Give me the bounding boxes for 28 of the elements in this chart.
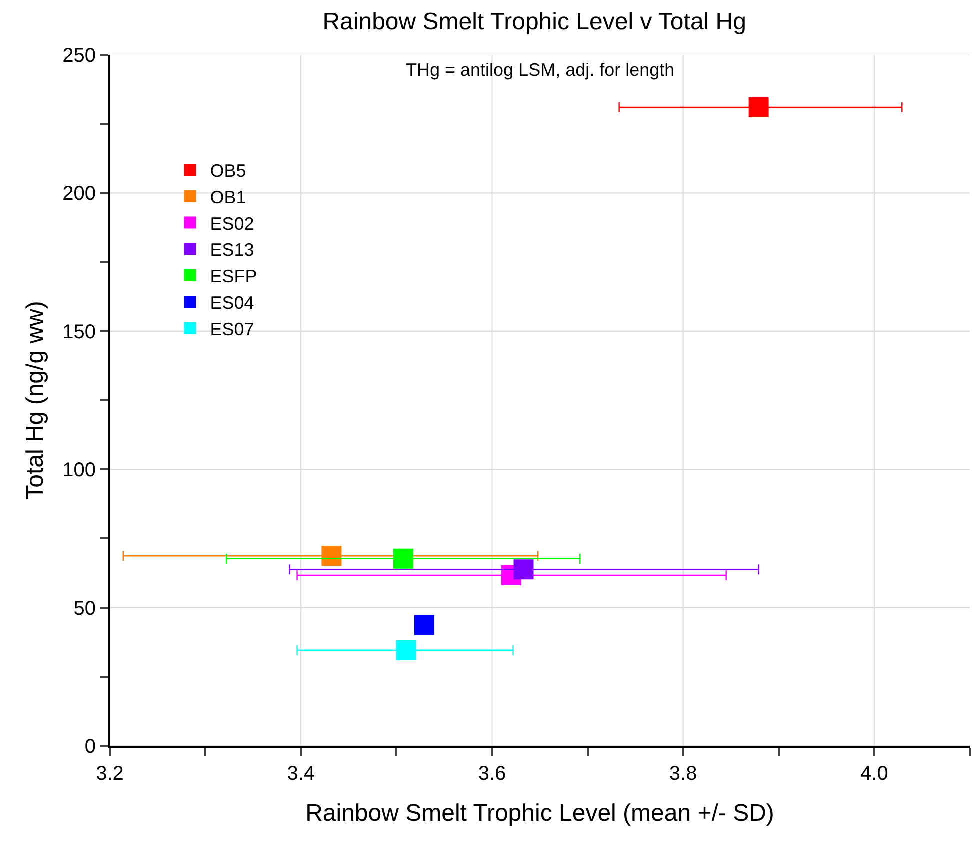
legend-label: OB1 — [210, 187, 246, 208]
x-tick-label: 3.2 — [96, 763, 124, 785]
legend-label: ES04 — [210, 292, 254, 313]
y-tick-label: 150 — [62, 321, 96, 344]
point — [396, 640, 416, 660]
point — [322, 546, 342, 566]
x-tick-label: 3.8 — [669, 763, 698, 785]
x-tick-label: 4.0 — [860, 763, 888, 785]
y-tick-label: 0 — [84, 736, 96, 758]
y-tick-label: 50 — [74, 598, 96, 620]
y-tick-label: 200 — [62, 183, 96, 206]
x-tick-label: 3.4 — [287, 763, 316, 785]
y-tick-label: 250 — [62, 45, 96, 67]
y-tick-label: 100 — [62, 460, 96, 482]
legend-label: ESFP — [210, 266, 258, 287]
point — [514, 560, 534, 580]
x-axis-title: Rainbow Smelt Trophic Level (mean +/- SD) — [306, 800, 774, 827]
x-tick-label: 3.6 — [478, 763, 506, 785]
point — [393, 548, 414, 569]
legend-label: ES02 — [210, 214, 254, 234]
chart-subtitle: THg = antilog LSM, adj. for length — [406, 60, 675, 80]
point — [748, 98, 769, 118]
chart-title: Rainbow Smelt Trophic Level v Total Hg — [322, 8, 746, 36]
legend-label: OB5 — [210, 160, 246, 181]
point — [414, 615, 434, 636]
y-axis-title: Total Hg (ng/g ww) — [22, 301, 50, 500]
legend-label: ES07 — [210, 319, 254, 340]
legend-label: ES13 — [210, 240, 254, 260]
